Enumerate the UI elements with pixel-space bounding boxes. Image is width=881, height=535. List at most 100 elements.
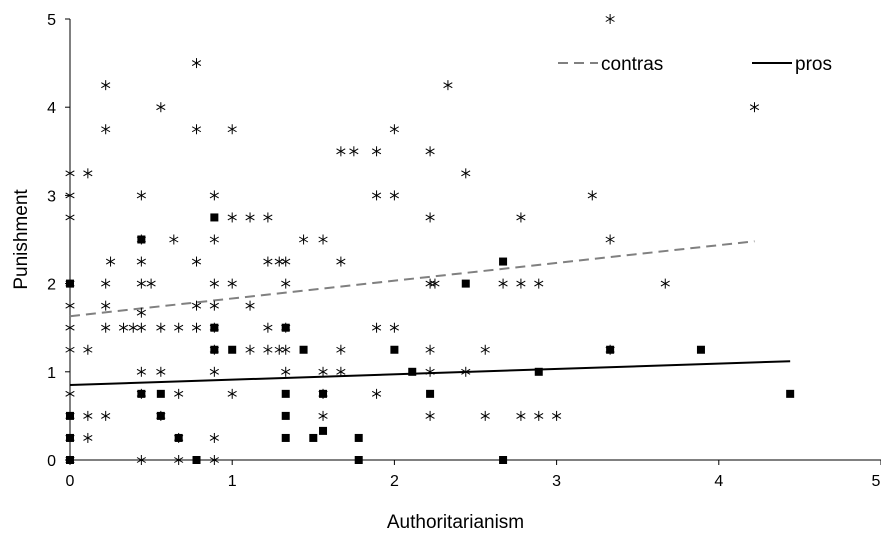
asterisk-point xyxy=(461,366,471,377)
asterisk-stroke xyxy=(101,280,111,287)
asterisk-stroke xyxy=(227,126,237,133)
y-tick-label: 1 xyxy=(47,365,56,382)
square-point xyxy=(137,389,146,398)
asterisk-stroke xyxy=(227,390,237,397)
asterisk-stroke xyxy=(430,280,440,287)
asterisk-point xyxy=(245,300,255,311)
asterisk-stroke xyxy=(425,148,435,155)
asterisk-stroke xyxy=(336,368,346,375)
asterisk-point xyxy=(83,344,93,355)
asterisk-stroke xyxy=(245,346,255,353)
asterisk-point xyxy=(191,256,202,267)
asterisk-point xyxy=(425,344,435,355)
asterisk-stroke xyxy=(389,126,399,133)
asterisk-stroke xyxy=(83,346,93,353)
asterisk-point xyxy=(425,410,435,421)
asterisk-stroke xyxy=(136,368,146,375)
asterisk-point xyxy=(209,366,219,377)
asterisk-point xyxy=(660,278,670,289)
square-point xyxy=(281,389,290,398)
asterisk-stroke xyxy=(128,324,138,331)
asterisk-point xyxy=(425,212,435,223)
asterisk-point xyxy=(430,278,440,289)
x-tick-label: 5 xyxy=(872,473,881,490)
asterisk-point xyxy=(534,278,544,289)
asterisk-stroke xyxy=(136,309,146,316)
asterisk-stroke xyxy=(425,214,435,221)
asterisk-stroke xyxy=(191,302,202,309)
asterisk-point xyxy=(371,388,382,399)
asterisk-point xyxy=(101,80,111,91)
asterisk-stroke xyxy=(191,60,202,67)
square-point xyxy=(281,411,290,420)
square-point xyxy=(210,323,219,332)
asterisk-point xyxy=(534,410,544,421)
asterisk-stroke xyxy=(174,457,184,463)
plot-area: 0 1 2 3 4 5 0 1 2 3 4 5 xyxy=(47,12,881,490)
asterisk-point xyxy=(227,388,237,399)
asterisk-point xyxy=(281,366,291,377)
asterisk-stroke xyxy=(174,324,184,331)
x-axis-ticks: 0 1 2 3 4 5 xyxy=(66,460,881,490)
asterisk-stroke xyxy=(516,412,526,419)
asterisk-point xyxy=(498,278,508,289)
asterisk-point xyxy=(209,234,219,245)
asterisk-point xyxy=(281,344,291,355)
asterisk-point xyxy=(101,300,111,311)
asterisk-point xyxy=(516,212,526,223)
asterisk-point xyxy=(516,278,526,289)
asterisk-stroke xyxy=(191,126,202,133)
asterisk-stroke xyxy=(65,192,75,199)
asterisk-stroke xyxy=(101,126,111,133)
asterisk-stroke xyxy=(552,412,562,419)
asterisk-point xyxy=(443,80,453,91)
asterisk-stroke xyxy=(105,258,116,265)
asterisk-point xyxy=(245,212,255,223)
square-point xyxy=(174,433,183,442)
asterisk-point xyxy=(65,344,75,355)
asterisk-point xyxy=(336,344,346,355)
asterisk-stroke xyxy=(534,412,544,419)
asterisk-stroke xyxy=(136,324,146,331)
y-axis-ticks: 0 1 2 3 4 5 xyxy=(47,12,70,470)
asterisk-stroke xyxy=(209,457,219,463)
asterisk-stroke xyxy=(227,214,237,221)
asterisk-stroke xyxy=(209,280,219,287)
asterisk-stroke xyxy=(136,457,146,463)
asterisk-point xyxy=(749,102,760,113)
asterisk-point xyxy=(227,124,237,135)
asterisk-point xyxy=(281,256,291,267)
asterisk-stroke xyxy=(101,324,111,331)
x-axis-title: Authoritarianism xyxy=(387,512,524,533)
x-tick-label: 4 xyxy=(714,473,723,490)
asterisk-point xyxy=(425,278,435,289)
asterisk-point xyxy=(587,190,597,201)
asterisk-point xyxy=(371,146,382,157)
x-tick-label: 1 xyxy=(228,473,237,490)
asterisk-stroke xyxy=(146,280,156,287)
asterisk-stroke xyxy=(516,280,526,287)
asterisk-stroke xyxy=(281,368,291,375)
asterisk-point xyxy=(136,278,146,289)
asterisk-point xyxy=(83,168,93,179)
asterisk-point xyxy=(263,344,273,355)
asterisk-point xyxy=(318,234,328,245)
asterisk-point xyxy=(169,234,179,245)
asterisk-stroke xyxy=(156,324,166,331)
y-tick-label: 0 xyxy=(47,453,56,470)
asterisk-point xyxy=(263,212,273,223)
y-tick-label: 5 xyxy=(47,12,56,29)
asterisk-point xyxy=(136,307,146,318)
asterisk-point xyxy=(209,455,219,465)
asterisk-stroke xyxy=(209,435,219,441)
asterisk-point xyxy=(191,58,202,69)
asterisk-point xyxy=(209,432,219,443)
asterisk-point xyxy=(318,366,328,377)
asterisk-stroke xyxy=(245,302,255,309)
asterisk-stroke xyxy=(281,258,291,265)
square-point xyxy=(192,456,201,464)
asterisk-point xyxy=(118,322,129,333)
asterisk-point xyxy=(274,256,284,267)
asterisk-point xyxy=(298,234,309,245)
